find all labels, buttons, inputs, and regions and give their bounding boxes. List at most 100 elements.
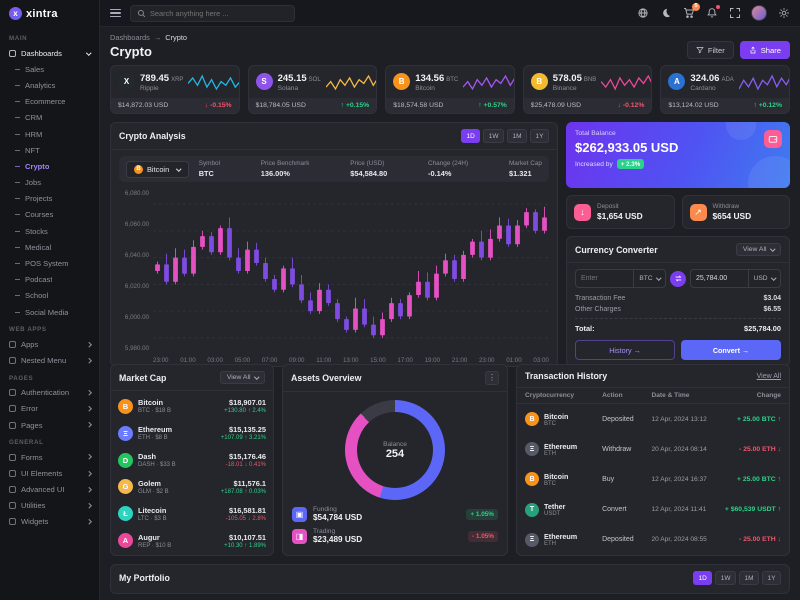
convert-button[interactable]: Convert → <box>681 340 781 360</box>
coin-select[interactable]: B Bitcoin <box>126 160 189 178</box>
sidebar-item-sales[interactable]: Sales <box>0 61 99 77</box>
convert-from-input[interactable] <box>576 275 634 282</box>
sidebar-item-school[interactable]: School <box>0 288 99 304</box>
wallet-button[interactable] <box>764 130 782 148</box>
asset-amount: $23,489 USD <box>313 535 363 544</box>
search-input[interactable] <box>150 8 288 18</box>
analysis-range-1m[interactable]: 1M <box>507 129 528 143</box>
sidebar-item-crypto[interactable]: Crypto <box>0 158 99 174</box>
sidebar-item-forms[interactable]: Forms <box>0 449 99 465</box>
swap-currencies-button[interactable] <box>670 270 686 287</box>
transaction-row-5[interactable]: Ξ Ethereum ETH Deposited 20 Apr, 2024 08:55 -… <box>517 532 789 547</box>
transaction-row-4[interactable]: T Tether USDT Convert 12 Apr, 2024 11:41 + $6… <box>517 502 789 517</box>
coin-name: Cardano <box>690 85 716 92</box>
cart-icon[interactable]: 5 <box>682 2 700 20</box>
ethereum-coin-icon: Ξ <box>525 442 539 457</box>
sidebar-item-pages[interactable]: Pages <box>0 417 99 433</box>
portfolio-range-1w[interactable]: 1W <box>715 571 737 585</box>
transaction-row-3[interactable]: B Bitcoin BTC Buy 12 Apr, 2024 16:37 + 25.00 … <box>517 472 789 487</box>
converter-view-all-button[interactable]: View All <box>735 243 781 256</box>
sidebar-item-stocks[interactable]: Stocks <box>0 223 99 239</box>
analysis-range-1y[interactable]: 1Y <box>530 129 549 143</box>
withdraw-card[interactable]: ↗ Withdraw $654 USD <box>681 195 790 229</box>
theme-toggle-icon[interactable] <box>659 7 672 20</box>
sidebar-item-dashboards[interactable]: Dashboards <box>0 45 99 61</box>
share-button[interactable]: Share <box>739 41 790 59</box>
golem-coin-icon: G <box>118 479 133 495</box>
stat-card-ada[interactable]: A 324.06 ADA Cardano $13,124.02 USD ↑ +0.12% <box>660 65 790 114</box>
stat-card-sol[interactable]: S 245.15 SOL Solana $18,784.05 USD ↑ +0.15% <box>247 65 378 114</box>
portfolio-range-1y[interactable]: 1Y <box>762 571 781 585</box>
transaction-row-2[interactable]: Ξ Ethereum ETH Withdraw 20 Apr, 2024 08:14 - … <box>517 442 789 457</box>
increase-badge: + 2.3% <box>616 159 645 169</box>
stat-label: Symbol <box>198 160 220 167</box>
sidebar-item-podcast[interactable]: Podcast <box>0 272 99 288</box>
sidebar-item-jobs[interactable]: Jobs <box>0 175 99 191</box>
to-currency-select[interactable]: USD <box>747 270 780 287</box>
dash-icon <box>15 230 20 232</box>
portfolio-range-1m[interactable]: 1M <box>739 571 760 585</box>
stat-card-bnb[interactable]: B 578.05 BNB Binance $25,478.09 USD ↓ -0.12% <box>522 65 653 114</box>
sidebar-item-social-media[interactable]: Social Media <box>0 304 99 320</box>
market-cap-row-litecoin[interactable]: Ł Litecoin LTC · $3 B $16,581.81 -105.05 ↓ 2… <box>118 506 266 522</box>
candlestick-chart-zone: 6,080.00 6,060.00 6,040.00 6,020.00 6,000.00… <box>111 186 557 366</box>
convert-to-input[interactable] <box>691 275 748 282</box>
sidebar-item-error[interactable]: Error <box>0 401 99 417</box>
portfolio-range-1d[interactable]: 1D <box>692 571 713 585</box>
filter-button[interactable]: Filter <box>686 41 734 59</box>
sidebar-item-medical[interactable]: Medical <box>0 239 99 255</box>
language-icon[interactable] <box>636 7 649 20</box>
options-icon[interactable]: ⋮ <box>485 371 499 385</box>
sidebar-item-crm[interactable]: CRM <box>0 110 99 126</box>
history-button[interactable]: History → <box>575 340 675 360</box>
coin-name: Solana <box>277 85 299 92</box>
sidebar-item-advanced-ui[interactable]: Advanced UI <box>0 482 99 498</box>
sidebar-item-utilities[interactable]: Utilities <box>0 498 99 514</box>
analysis-range-1w[interactable]: 1W <box>483 129 505 143</box>
stat-card-xrp[interactable]: X 789.45 XRP Ripple $14,872.03 USD ↓ -0.15% <box>110 65 240 114</box>
market-cap-row-dash[interactable]: D Dash DASH · $33 B $15,176.46 -18.01 ↓ 0.41… <box>118 452 266 468</box>
sidebar-item-widgets[interactable]: Widgets <box>0 514 99 530</box>
sidebar-item-hrm[interactable]: HRM <box>0 126 99 142</box>
from-currency-select[interactable]: BTC <box>633 270 665 287</box>
coin-change: ↑ +0.15% <box>340 102 370 109</box>
breadcrumb-link[interactable]: Dashboards <box>110 33 150 42</box>
asset-item-trading: ◨ Trading $23,489 USD - 1.05% <box>292 528 498 544</box>
chevron-icon <box>85 422 91 428</box>
y-tick-label: 6,080.00 <box>124 190 149 197</box>
settings-gear-icon[interactable] <box>777 7 790 20</box>
bnb-coin-icon: B <box>530 73 548 90</box>
logo[interactable]: x xintra <box>0 0 99 27</box>
market-cap-row-golem[interactable]: G Golem GLM · $2 B $11,576.1 +187.08 ↑ 0.03% <box>118 479 266 495</box>
market-cap-view-all-button[interactable]: View All <box>219 371 265 384</box>
stat-card-btc[interactable]: B 134.56 BTC Bitcoin $18,574.58 USD ↑ +0.57% <box>385 65 515 114</box>
transaction-history-view-all-link[interactable]: View All <box>756 372 781 380</box>
fullscreen-icon[interactable] <box>728 7 741 20</box>
sidebar-item-courses[interactable]: Courses <box>0 207 99 223</box>
sidebar-item-authentication[interactable]: Authentication <box>0 385 99 401</box>
menu-toggle-icon[interactable] <box>110 8 121 18</box>
sidebar-item-nested-menu[interactable]: Nested Menu <box>0 352 99 368</box>
sidebar-item-analytics[interactable]: Analytics <box>0 77 99 93</box>
sidebar-item-ui-elements[interactable]: UI Elements <box>0 465 99 481</box>
market-cap-row-augur[interactable]: A Augur REP · $10 B $10,107.51 +10.30 ↑ 1.89… <box>118 533 266 549</box>
sidebar-item-nft[interactable]: NFT <box>0 142 99 158</box>
transaction-row-1[interactable]: B Bitcoin BTC Deposited 12 Apr, 2024 13:12 + … <box>517 412 789 427</box>
market-cap-row-bitcoin[interactable]: B Bitcoin BTC · $18 B $18,907.01 +130.80 ↑ 2… <box>118 398 266 414</box>
sidebar-item-label: Widgets <box>21 517 49 527</box>
candlestick-chart <box>153 203 549 339</box>
sidebar-item-apps[interactable]: Apps <box>0 336 99 352</box>
stat-label: Price (USD) <box>350 160 385 167</box>
avatar[interactable] <box>751 5 767 21</box>
transaction-history-card: Transaction History View All Cryptocurre… <box>516 364 790 556</box>
notifications-icon[interactable] <box>705 4 720 20</box>
sidebar-item-projects[interactable]: Projects <box>0 191 99 207</box>
analysis-range-1d[interactable]: 1D <box>460 129 481 143</box>
deposit-card[interactable]: ↓ Deposit $1,654 USD <box>566 195 675 229</box>
sidebar-item-pos-system[interactable]: POS System <box>0 255 99 271</box>
tx-coin-symbol: BTC <box>544 420 556 427</box>
market-cap-row-ethereum[interactable]: Ξ Ethereum ETH · $8 B $15,135.25 +107.09 ↑ 3… <box>118 425 266 441</box>
sidebar-item-ecommerce[interactable]: Ecommerce <box>0 94 99 110</box>
tx-coin-symbol: USDT <box>544 511 561 518</box>
coin-usd-value: $13,124.02 USD <box>668 102 719 109</box>
